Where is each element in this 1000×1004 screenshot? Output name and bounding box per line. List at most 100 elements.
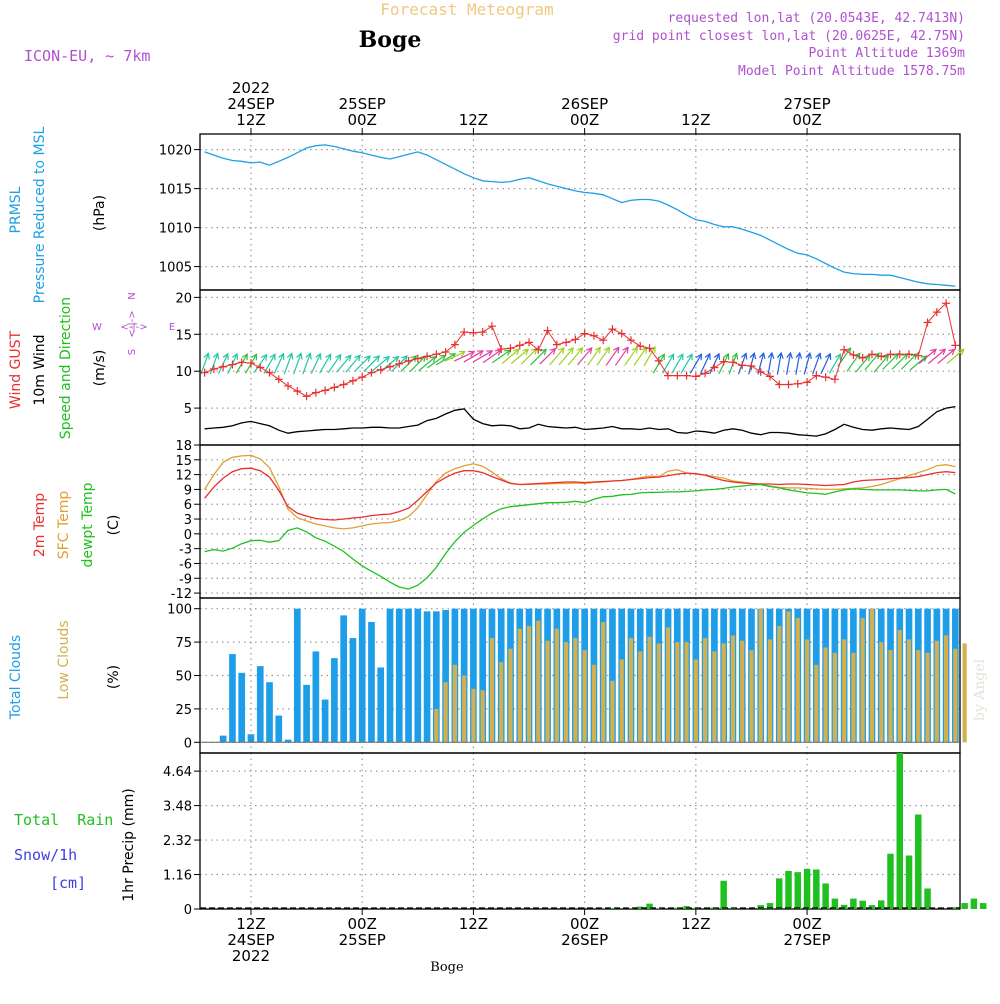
- sfc-label: SFC Temp: [56, 491, 72, 560]
- low-cloud-bar: [573, 638, 577, 742]
- rain-label: Total Rain: [14, 811, 113, 829]
- low-cloud-bar: [508, 649, 512, 743]
- top-time-label: 00Z: [570, 111, 599, 129]
- clouds-ytick-label: 75: [175, 636, 192, 651]
- low-cloud-bar: [638, 651, 642, 742]
- low-cloud-bar: [481, 690, 485, 742]
- low-cloud-bar: [731, 635, 735, 742]
- total-cloud-bar: [313, 651, 320, 742]
- precip-panel: 01.162.323.484.64: [163, 753, 960, 918]
- low-cloud-bar: [805, 639, 809, 742]
- gust-marker: [516, 341, 524, 349]
- precip-ytick-label: 1.16: [163, 869, 192, 884]
- low-cloud-bar: [898, 630, 902, 742]
- temperature-ytick-label: -12: [171, 587, 192, 602]
- gust-marker: [275, 375, 283, 383]
- gust-marker: [479, 328, 487, 336]
- total-cloud-bar: [238, 673, 245, 742]
- low-cloud-bar: [824, 647, 828, 742]
- gust-marker: [247, 359, 255, 367]
- low-cloud-bar: [712, 651, 716, 742]
- low-cloud-bar: [545, 641, 549, 743]
- top-time-label: 12Z: [459, 111, 488, 129]
- total-cloud-bar: [396, 609, 403, 743]
- pressure-line: [205, 145, 956, 286]
- wind-dir-label: Speed and Direction: [58, 297, 74, 439]
- gust-marker: [692, 372, 700, 380]
- clouds-ytick-label: 50: [175, 670, 192, 685]
- bottom-time-label: 27SEP: [784, 931, 831, 949]
- rain-bar: [897, 753, 903, 909]
- watermark: by Angel: [972, 658, 988, 721]
- wind-rose-e: E: [169, 322, 175, 333]
- low-cloud-bar: [675, 642, 679, 742]
- rain-bar: [813, 869, 819, 909]
- snow-unit: [cm]: [50, 874, 86, 892]
- cloud-unit: (%): [106, 665, 122, 689]
- temperature-frame: [200, 445, 960, 598]
- wind-unit: (m/s): [92, 350, 108, 387]
- low-cloud-bar: [647, 637, 651, 743]
- low-cloud-bar: [888, 650, 892, 742]
- low-cloud-bar: [740, 641, 744, 743]
- gust-marker: [506, 344, 514, 352]
- gust-marker: [738, 361, 746, 369]
- rain-bar: [980, 903, 986, 909]
- wind-rose-s: S: [127, 349, 138, 355]
- gust-marker: [488, 322, 496, 330]
- low-cloud-bar: [453, 665, 457, 743]
- rain-bar: [961, 903, 967, 909]
- gust-marker: [284, 382, 292, 390]
- pressure-ytick-label: 1015: [159, 183, 192, 198]
- low-cloud-bar: [583, 650, 587, 742]
- top-time-label: 12Z: [681, 111, 710, 129]
- precip-ytick-label: 4.64: [163, 765, 192, 780]
- gust-marker: [618, 330, 626, 338]
- low-cloud-bar: [564, 642, 568, 742]
- temperature-ytick-label: 6: [184, 498, 192, 513]
- low-cloud-bar: [471, 689, 475, 742]
- low-cloud-bar: [703, 638, 707, 742]
- total-cloud-bar: [350, 638, 357, 742]
- total-cloud-bar: [220, 736, 227, 743]
- pressure-ytick-label: 1005: [159, 261, 192, 276]
- total-cloud-bar: [322, 700, 329, 743]
- low-cloud-bar: [786, 611, 790, 742]
- total-cloud-bar: [294, 609, 301, 743]
- temperature-ytick-label: 9: [184, 483, 192, 498]
- gust-marker: [683, 372, 691, 380]
- temperature-ytick-label: -3: [179, 543, 192, 558]
- total-cloud-bar: [248, 734, 255, 742]
- low-cloud-bar: [851, 653, 855, 743]
- low-cloud-bar: [759, 609, 763, 743]
- total-cloud-bar: [229, 654, 236, 742]
- temp-unit: (C): [106, 515, 122, 536]
- total-cloud-bar: [387, 609, 394, 743]
- pressure-label-msl: Pressure Reduced to MSL: [32, 126, 48, 303]
- pressure-ytick-label: 1020: [159, 144, 192, 159]
- low-cloud-bar: [935, 641, 939, 743]
- low-cloud-bar: [925, 653, 929, 743]
- gust-marker: [664, 372, 672, 380]
- gust-marker: [590, 332, 598, 340]
- gust-marker: [747, 362, 755, 370]
- rain-bar: [785, 871, 791, 909]
- bottom-time-label: 12Z: [681, 915, 710, 933]
- total-cloud-label: Total Clouds: [8, 635, 24, 720]
- gust-marker: [544, 327, 552, 335]
- location-title: Boge: [359, 27, 422, 53]
- low-cloud-bar: [870, 609, 874, 743]
- low-cloud-bar: [657, 643, 661, 742]
- top-time-label: 00Z: [348, 111, 377, 129]
- rain-bar: [804, 869, 810, 909]
- gust-marker: [562, 338, 570, 346]
- wind-ytick-label: 10: [175, 365, 192, 380]
- temperature-ytick-label: -6: [179, 557, 192, 572]
- gust-marker: [312, 389, 320, 397]
- gust-marker: [803, 378, 811, 386]
- t2m-label: 2m Temp: [32, 493, 48, 557]
